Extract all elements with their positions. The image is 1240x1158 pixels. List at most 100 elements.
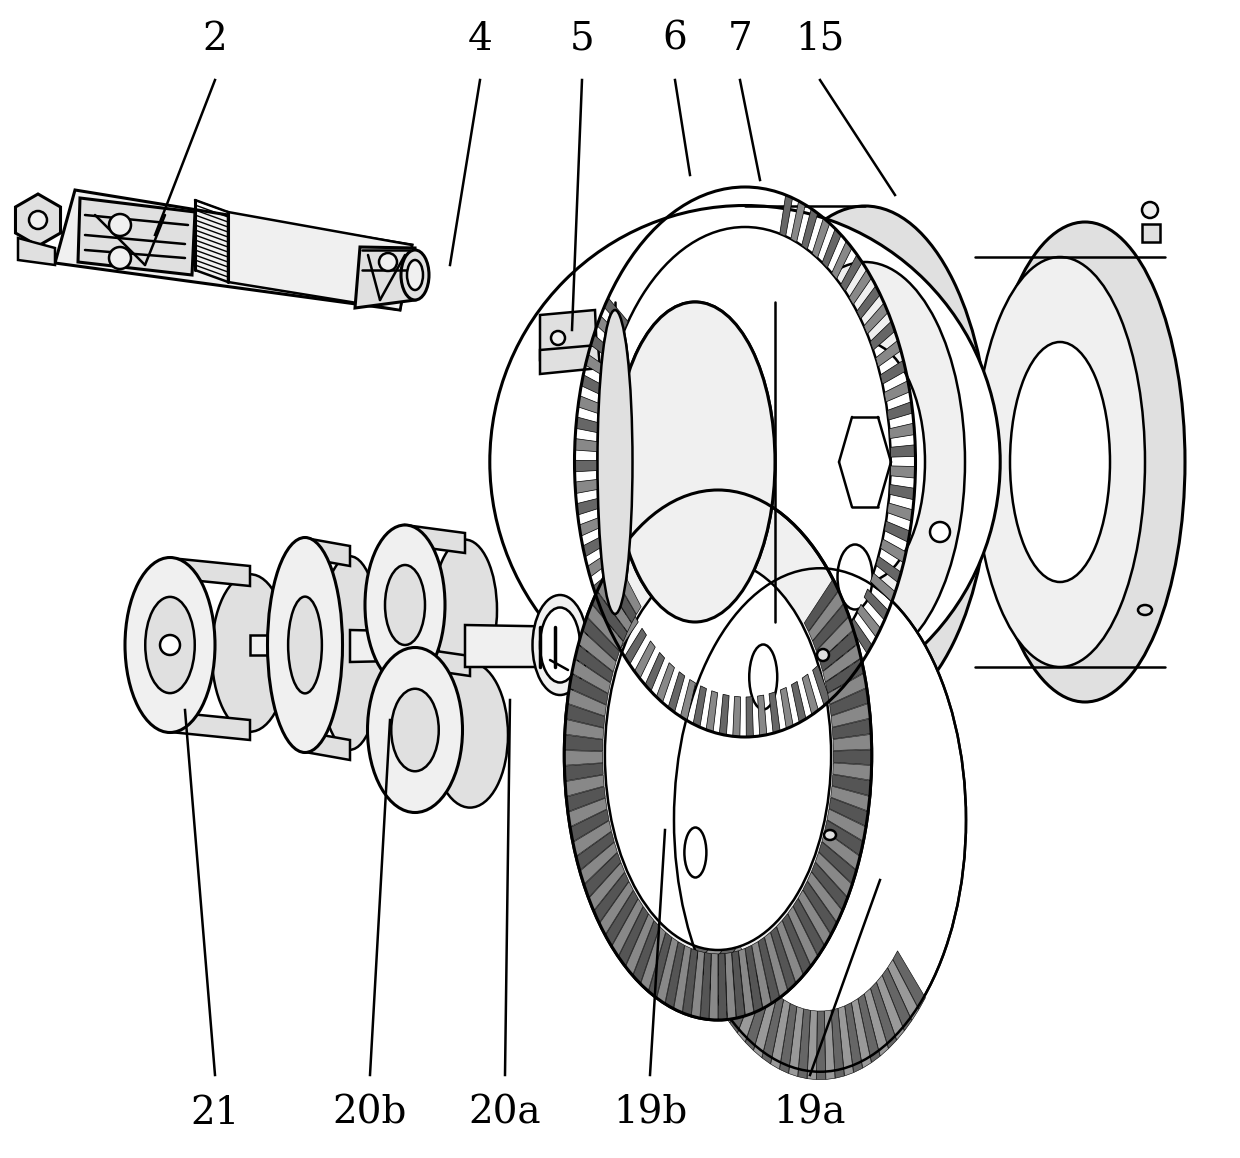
Polygon shape — [589, 863, 625, 910]
Polygon shape — [857, 604, 880, 638]
Polygon shape — [739, 948, 754, 1016]
Polygon shape — [770, 926, 796, 991]
Polygon shape — [704, 935, 739, 988]
Polygon shape — [826, 659, 864, 692]
Polygon shape — [804, 881, 837, 935]
Polygon shape — [649, 932, 672, 998]
Polygon shape — [733, 696, 740, 736]
Polygon shape — [812, 603, 849, 651]
Polygon shape — [706, 691, 718, 732]
Polygon shape — [641, 926, 666, 991]
Polygon shape — [709, 944, 744, 1001]
Polygon shape — [701, 953, 712, 1019]
Ellipse shape — [145, 596, 195, 694]
Polygon shape — [693, 914, 730, 961]
Polygon shape — [831, 703, 870, 727]
Polygon shape — [228, 212, 412, 310]
Ellipse shape — [598, 310, 632, 614]
Ellipse shape — [407, 261, 423, 290]
Ellipse shape — [551, 331, 565, 345]
Ellipse shape — [675, 569, 966, 1072]
Polygon shape — [692, 951, 704, 1018]
Polygon shape — [569, 674, 608, 705]
Polygon shape — [405, 525, 465, 554]
Polygon shape — [565, 704, 605, 727]
Polygon shape — [849, 618, 872, 654]
Polygon shape — [596, 316, 621, 345]
Polygon shape — [665, 941, 684, 1009]
Polygon shape — [825, 1010, 835, 1079]
Polygon shape — [787, 907, 817, 966]
Polygon shape — [564, 735, 603, 752]
Polygon shape — [818, 842, 857, 884]
Ellipse shape — [985, 222, 1185, 702]
Polygon shape — [599, 585, 624, 615]
Polygon shape — [791, 201, 805, 242]
Ellipse shape — [109, 214, 131, 236]
Polygon shape — [875, 556, 901, 582]
Polygon shape — [567, 689, 606, 716]
Polygon shape — [605, 891, 639, 946]
Polygon shape — [19, 239, 55, 265]
Polygon shape — [632, 921, 660, 983]
Polygon shape — [864, 589, 888, 621]
Polygon shape — [889, 423, 915, 439]
Polygon shape — [797, 1009, 811, 1078]
Polygon shape — [645, 652, 665, 691]
Text: 6: 6 — [662, 21, 687, 58]
Polygon shape — [888, 960, 919, 1020]
Polygon shape — [830, 798, 868, 827]
Ellipse shape — [367, 647, 463, 813]
Polygon shape — [822, 655, 842, 695]
Polygon shape — [725, 953, 737, 1019]
Ellipse shape — [212, 574, 288, 732]
Polygon shape — [844, 1003, 863, 1072]
Polygon shape — [827, 809, 866, 841]
Ellipse shape — [160, 635, 180, 655]
Polygon shape — [849, 270, 872, 305]
Ellipse shape — [109, 247, 131, 269]
Text: 20a: 20a — [469, 1095, 542, 1133]
Polygon shape — [822, 228, 841, 267]
Polygon shape — [758, 937, 780, 1003]
Polygon shape — [875, 340, 901, 367]
Polygon shape — [577, 831, 614, 871]
Polygon shape — [833, 750, 872, 764]
Polygon shape — [812, 666, 831, 705]
Polygon shape — [668, 672, 684, 712]
Polygon shape — [539, 310, 596, 360]
Polygon shape — [732, 951, 745, 1018]
Polygon shape — [719, 695, 729, 735]
Polygon shape — [594, 872, 629, 923]
Polygon shape — [838, 1006, 853, 1076]
Polygon shape — [570, 809, 609, 842]
Polygon shape — [890, 445, 915, 457]
Ellipse shape — [684, 828, 707, 878]
Polygon shape — [170, 712, 250, 740]
Text: 4: 4 — [467, 21, 492, 58]
Polygon shape — [816, 1011, 826, 1079]
Polygon shape — [583, 534, 609, 557]
Polygon shape — [799, 891, 831, 946]
Polygon shape — [820, 630, 857, 672]
Polygon shape — [780, 1004, 797, 1073]
Polygon shape — [832, 241, 852, 279]
Polygon shape — [807, 872, 842, 923]
Polygon shape — [823, 644, 861, 682]
Polygon shape — [611, 899, 644, 957]
Polygon shape — [791, 681, 806, 723]
Polygon shape — [564, 750, 603, 765]
Polygon shape — [801, 208, 818, 249]
Polygon shape — [593, 569, 618, 596]
Polygon shape — [250, 635, 280, 655]
Polygon shape — [604, 298, 629, 330]
Ellipse shape — [615, 302, 775, 622]
Polygon shape — [78, 198, 195, 274]
Polygon shape — [584, 852, 621, 897]
Ellipse shape — [805, 342, 925, 582]
Text: 20b: 20b — [332, 1095, 407, 1133]
Polygon shape — [841, 632, 863, 668]
Polygon shape — [305, 538, 350, 566]
Polygon shape — [587, 604, 624, 651]
Polygon shape — [574, 460, 599, 471]
